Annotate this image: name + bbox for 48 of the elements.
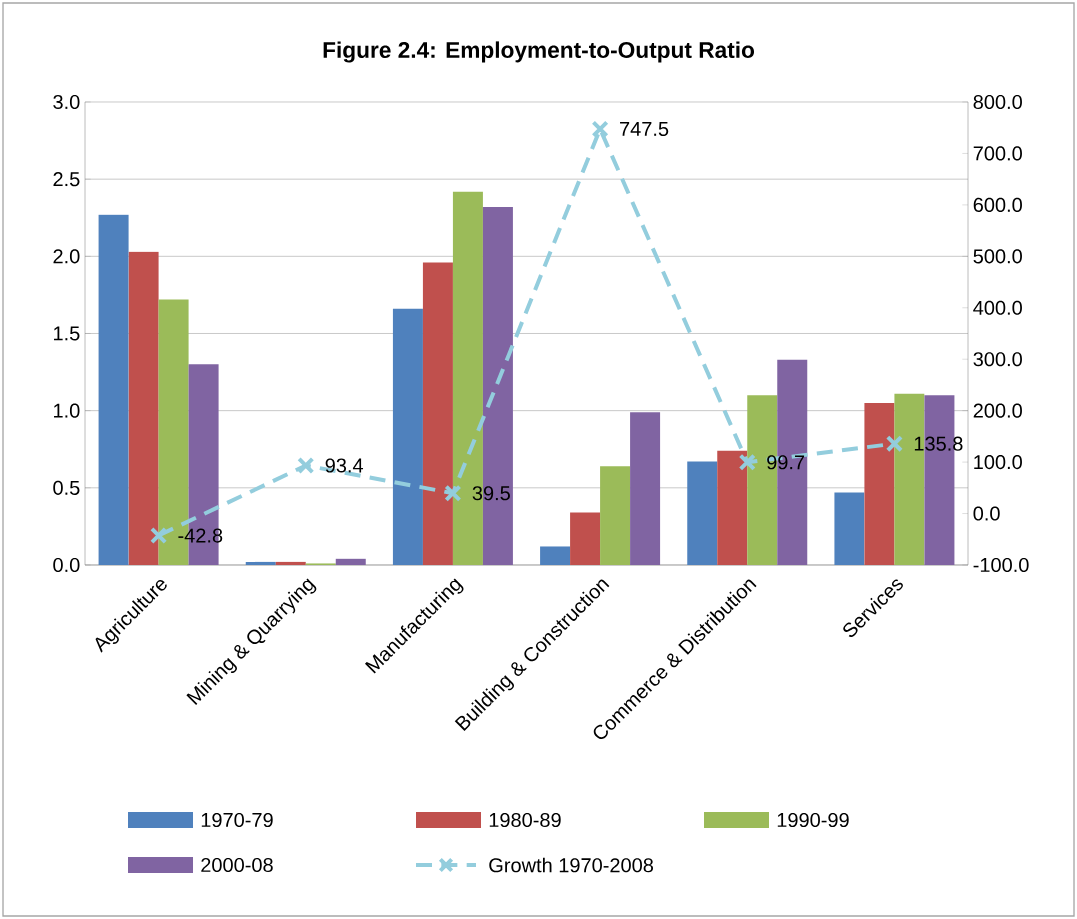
y2-tick-label: 100.0	[974, 455, 1022, 470]
bar	[335, 558, 366, 565]
bar	[864, 402, 895, 565]
y-tick-label: 3.0	[53, 94, 80, 110]
y2-tick-label: 500.0	[973, 249, 1022, 264]
bar	[275, 561, 306, 565]
point	[738, 453, 756, 471]
point	[297, 456, 315, 475]
bar	[630, 412, 661, 565]
y2-tick-label: -100.0	[973, 557, 1029, 573]
point	[149, 526, 168, 545]
bar	[422, 262, 453, 565]
data-label: 39.5	[472, 486, 510, 501]
point	[885, 435, 904, 453]
y2-tick-label: 800.0	[973, 94, 1022, 110]
chart-title: Figure 2.4: Employment-to-Output Ratio	[323, 41, 755, 63]
y-tick-label: 0.5	[53, 480, 80, 495]
bar	[570, 512, 601, 565]
bar	[392, 308, 423, 565]
y-tick-label: 2.0	[53, 249, 80, 264]
legend-label: 2000-08	[201, 857, 273, 873]
bar	[540, 546, 571, 565]
legend-label: Growth 1970-2008	[489, 857, 654, 873]
y2-tick-label: 400.0	[973, 300, 1022, 315]
y-tick-label: 1.0	[54, 403, 80, 418]
y-tick-label: 0.0	[53, 557, 80, 573]
y-tick-label: 2.5	[53, 172, 80, 187]
data-label: 93.4	[325, 458, 364, 473]
y-tick-label: 1.5	[54, 326, 80, 341]
y2-tick-label: 0.0	[973, 506, 1000, 521]
bar	[128, 251, 159, 565]
y2-tick-label: 200.0	[973, 403, 1022, 418]
bar	[717, 450, 748, 565]
legend-label: 1990-99	[777, 812, 849, 828]
legend-label: 1980-89	[489, 812, 561, 828]
y2-tick-label: 600.0	[973, 197, 1022, 212]
data-label: 99.7	[767, 455, 805, 470]
bar	[834, 492, 865, 565]
point	[591, 120, 609, 138]
data-label: 747.5	[620, 122, 669, 136]
y2-tick-label: 700.0	[973, 146, 1022, 161]
bar	[245, 561, 276, 565]
legend-label: 1970-79	[201, 812, 273, 828]
point	[444, 484, 462, 502]
y2-tick-label: 300.0	[973, 352, 1022, 367]
bar	[600, 466, 631, 565]
bar	[98, 214, 129, 565]
bar	[687, 461, 718, 565]
